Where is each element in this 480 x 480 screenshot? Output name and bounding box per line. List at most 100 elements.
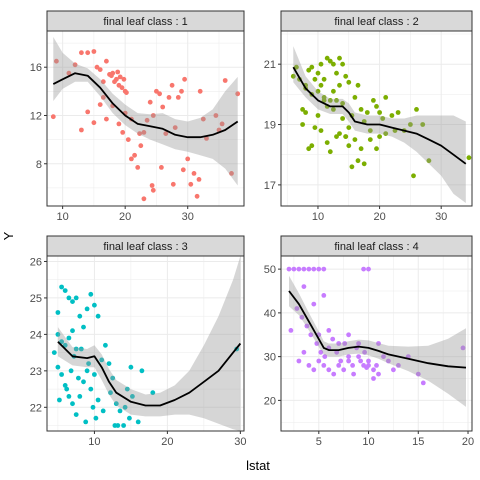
facet-panel-1: final leaf class : 1 10 20 30 8 12 16 [30, 10, 245, 223]
data-point [321, 266, 327, 272]
data-point [55, 310, 61, 315]
data-point [97, 102, 103, 107]
data-point [77, 313, 83, 319]
data-point [301, 349, 307, 355]
data-point [110, 70, 116, 76]
x-tick-label: 10 [312, 211, 324, 223]
data-point [346, 332, 351, 338]
data-point [81, 379, 86, 385]
data-point [57, 397, 62, 403]
data-point [95, 397, 101, 403]
data-point [66, 295, 72, 301]
data-point [304, 323, 310, 329]
data-point [343, 73, 349, 79]
data-point [149, 183, 155, 188]
data-point [139, 368, 145, 374]
data-point [327, 98, 333, 103]
data-point [144, 117, 150, 123]
data-point [389, 113, 395, 118]
facet-strip-label: final leaf class : 1 [103, 16, 187, 28]
data-point [358, 107, 364, 112]
data-point [318, 82, 324, 88]
data-point [321, 95, 327, 100]
x-tick-label: 30 [435, 211, 447, 223]
data-point [150, 390, 156, 396]
data-point [346, 125, 352, 130]
confidence-band [289, 275, 466, 407]
data-point [196, 177, 202, 182]
data-point [103, 342, 108, 348]
data-point [62, 288, 68, 293]
data-point [88, 291, 94, 297]
x-tick-label: 30 [182, 211, 194, 223]
data-point [334, 349, 340, 355]
data-point [70, 328, 75, 334]
data-point [114, 76, 119, 82]
data-point [306, 67, 312, 73]
data-point [316, 266, 322, 272]
data-point [126, 415, 132, 421]
data-point [326, 367, 332, 373]
data-point [315, 70, 321, 76]
data-point [306, 266, 312, 272]
data-point [166, 95, 172, 100]
data-point [92, 302, 97, 308]
data-point [135, 165, 141, 170]
data-point [374, 146, 379, 152]
data-point [377, 134, 382, 140]
panel-background [281, 31, 472, 206]
data-point [191, 171, 197, 176]
panel-plot-area [290, 46, 472, 203]
x-tick-label: 30 [234, 436, 246, 448]
data-point [160, 104, 166, 110]
data-point [340, 101, 345, 106]
data-point [383, 131, 389, 137]
data-point [371, 98, 376, 103]
data-point [132, 152, 138, 158]
data-point [376, 371, 381, 377]
data-point [414, 107, 419, 112]
data-point [322, 354, 328, 359]
y-tick-label: 24 [30, 329, 42, 341]
data-point [100, 95, 106, 100]
data-point [141, 130, 147, 135]
data-point [95, 313, 101, 319]
data-point [351, 371, 356, 377]
y-tick-label: 50 [264, 264, 276, 276]
data-point [311, 367, 317, 373]
data-point [197, 88, 203, 94]
data-point [70, 401, 75, 407]
x-tick-label: 5 [316, 436, 322, 448]
data-point [299, 314, 305, 320]
data-point [137, 131, 143, 137]
data-point [309, 64, 315, 70]
facet-strip-label: final leaf class : 4 [334, 241, 418, 253]
data-point [324, 140, 330, 146]
data-point [309, 143, 315, 149]
data-point [104, 116, 109, 122]
data-point [301, 284, 307, 289]
data-point [81, 324, 86, 330]
data-point [84, 368, 90, 374]
data-point [55, 364, 61, 370]
data-point [366, 358, 371, 364]
data-point [169, 82, 175, 88]
data-point [383, 95, 389, 100]
y-tick-label: 8 [36, 159, 42, 171]
data-point [364, 110, 370, 115]
data-point [380, 116, 386, 121]
data-point [90, 404, 96, 410]
data-point [121, 76, 127, 82]
data-point [84, 306, 90, 312]
data-point [124, 90, 129, 95]
data-point [64, 386, 70, 392]
data-point [355, 158, 361, 164]
data-point [342, 341, 348, 346]
data-point [316, 358, 322, 364]
data-point [318, 128, 324, 134]
data-point [334, 98, 339, 103]
data-point [306, 363, 312, 368]
data-point [54, 58, 59, 64]
data-point [352, 137, 358, 143]
